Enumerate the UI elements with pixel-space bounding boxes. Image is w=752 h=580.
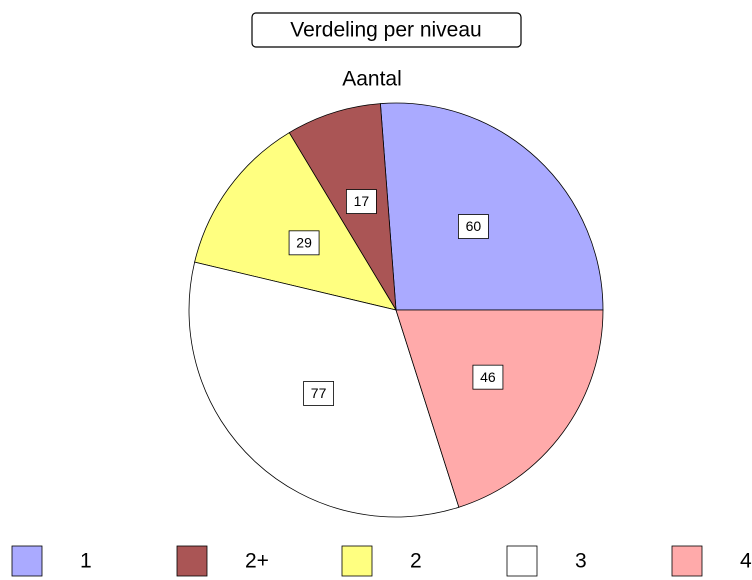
legend-label: 4 [740,550,752,573]
data-label-box [458,214,489,239]
pie-slice [395,309,604,508]
legend-swatch [176,545,208,577]
data-label: 46 [480,369,496,385]
chart-subtitle: Aantal [342,68,402,91]
legend-label: 2 [410,550,422,573]
data-label: 77 [311,385,327,401]
legend-swatch [11,545,43,577]
title-box [251,12,522,48]
legend-label: 3 [575,550,587,573]
data-label: 60 [466,218,482,234]
data-label-box [303,381,334,406]
chart-title: Verdeling per niveau [290,19,481,42]
legend-swatch [671,545,703,577]
legend-label: 2+ [245,550,269,573]
data-label-box [346,189,377,214]
data-label: 17 [354,193,370,209]
pie-slice [288,103,397,311]
legend-label: 1 [80,550,92,573]
data-label: 29 [296,235,312,251]
legend-swatch [506,545,538,577]
legend-swatch [341,545,373,577]
pie-slice [194,132,397,311]
data-label-box [472,364,504,390]
data-label-box [288,230,320,256]
pie-slice [379,102,604,311]
